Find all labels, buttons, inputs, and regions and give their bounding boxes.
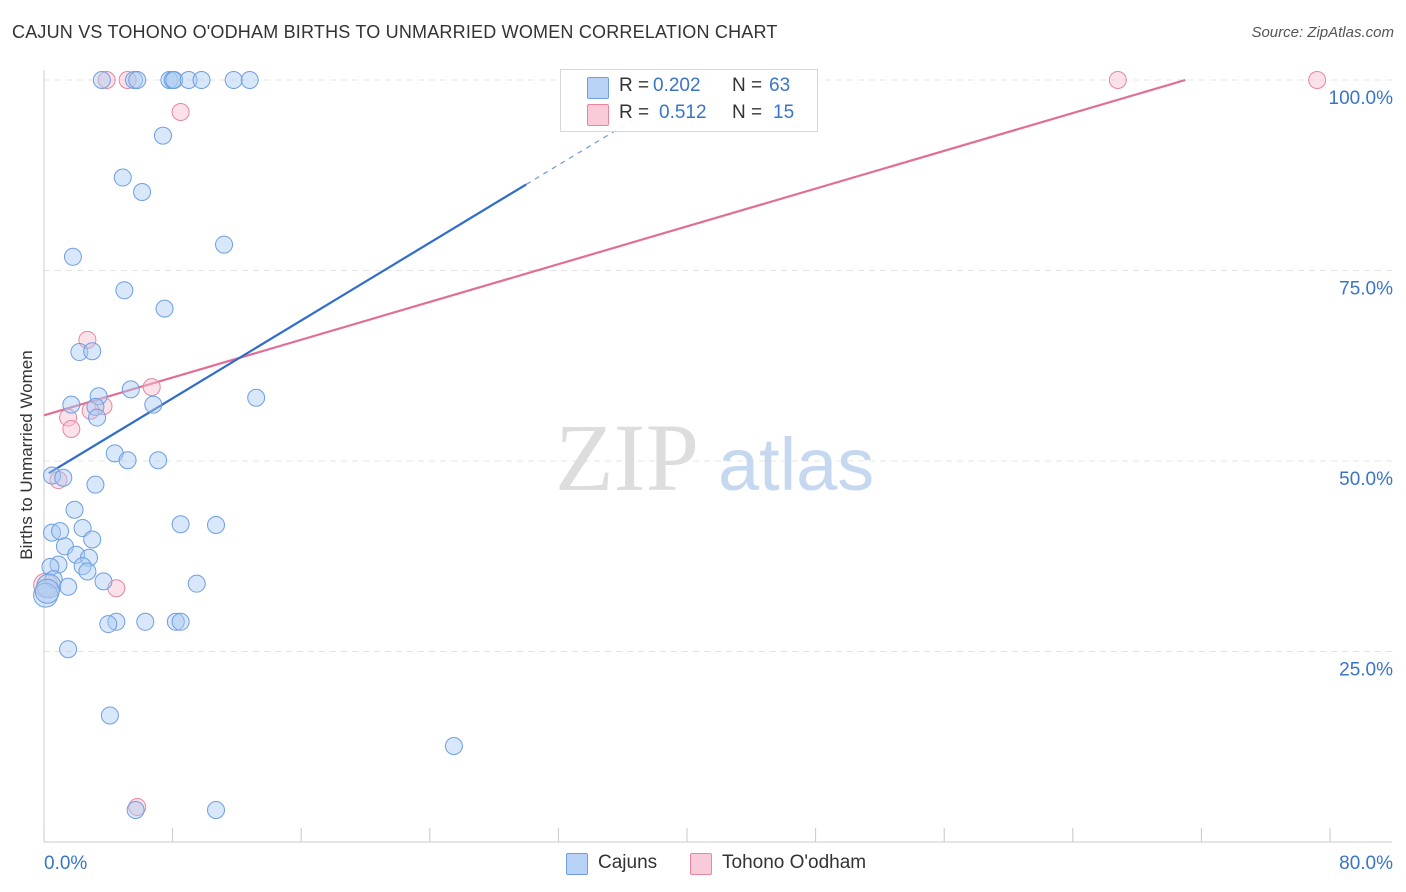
- y-tick-label: 25.0%: [1339, 660, 1393, 681]
- tohono-point: [128, 797, 147, 816]
- stats-legend: R = 0.202 N = 63 R = 0.512 N = 15: [560, 69, 818, 132]
- watermark-atlas: atlas: [718, 423, 874, 506]
- tohono-point: [142, 378, 161, 397]
- cajun-point: [187, 574, 206, 593]
- tohono-point: [171, 103, 190, 122]
- cajun-n-value: 63: [769, 75, 791, 96]
- cajun-point: [51, 522, 70, 541]
- cajun-point: [179, 71, 198, 89]
- cajun-point: [115, 281, 134, 300]
- watermark: ZIP atlas: [555, 404, 874, 511]
- cajun-point: [65, 500, 84, 519]
- tick-labels: 25.0% 50.0% 75.0% 100.0% 0.0% 80.0%: [44, 88, 1393, 874]
- cajun-point: [70, 343, 89, 362]
- tohono-swatch: [587, 104, 609, 126]
- cajun-point: [207, 516, 226, 535]
- n-label: N =: [732, 102, 763, 123]
- cajun-legend-label: Cajuns: [598, 852, 658, 873]
- cajun-point: [171, 612, 190, 631]
- axes: [43, 70, 1392, 843]
- cajun-point: [43, 466, 62, 485]
- watermark-zip: ZIP: [555, 404, 699, 511]
- cajun-point: [155, 299, 174, 318]
- tohono-point: [118, 71, 137, 89]
- cajun-point: [62, 395, 81, 414]
- cajun-point: [63, 247, 82, 266]
- cajun-point: [59, 640, 78, 659]
- x-tick-label-max: 80.0%: [1339, 853, 1393, 874]
- cajun-point: [247, 388, 266, 407]
- tohono-point: [1308, 71, 1327, 89]
- cajun-point: [100, 706, 119, 725]
- n-label: N =: [732, 75, 763, 96]
- tohono-legend-swatch: [690, 853, 712, 875]
- cajun-point: [149, 451, 168, 470]
- cajun-point: [83, 342, 102, 361]
- cajun-point: [128, 71, 147, 89]
- cajun-point: [444, 736, 463, 755]
- tohono-n-value: 15: [773, 102, 795, 123]
- cajun-point: [240, 71, 259, 89]
- source-credit: Source: ZipAtlas.com: [1251, 24, 1394, 41]
- cajun-point: [113, 168, 132, 187]
- tohono-legend-label: Tohono O'odham: [722, 852, 867, 873]
- tohono-point: [1108, 71, 1127, 89]
- cajun-point: [207, 800, 226, 819]
- cajun-point: [215, 235, 234, 254]
- cajun-point: [121, 380, 140, 399]
- cajun-point: [144, 395, 163, 414]
- cajun-trend-extension: [525, 116, 640, 185]
- cajun-point: [94, 572, 113, 591]
- tohono-trend-line: [43, 78, 1186, 417]
- chart-title: CAJUN VS TOHONO O'ODHAM BIRTHS TO UNMARR…: [12, 22, 778, 42]
- cajun-point: [59, 577, 78, 596]
- cajun-point: [86, 475, 105, 494]
- tohono-point: [97, 71, 116, 89]
- cajun-point: [166, 612, 185, 631]
- cajun-point: [99, 615, 118, 634]
- y-tick-label: 50.0%: [1339, 469, 1393, 490]
- cajun-point: [133, 183, 152, 202]
- y-tick-label: 75.0%: [1339, 279, 1393, 300]
- y-tick-label: 100.0%: [1329, 88, 1394, 109]
- r-label: R =: [619, 102, 650, 123]
- gridlines: [44, 79, 1392, 652]
- cajun-point: [54, 468, 73, 487]
- cajun-legend-swatch: [566, 853, 588, 875]
- tohono-r-value: 0.512: [659, 102, 707, 123]
- cajun-point: [88, 408, 107, 427]
- cajun-point: [118, 451, 137, 470]
- cajun-trend-line: [48, 183, 527, 475]
- cajun-point: [126, 800, 145, 819]
- cajun-point: [89, 387, 108, 406]
- data-points: [33, 71, 1327, 819]
- cajun-point: [136, 612, 155, 631]
- tohono-point: [49, 471, 68, 490]
- r-label: R =: [619, 75, 650, 96]
- cajun-r-value: 0.202: [653, 75, 701, 96]
- cajun-point: [83, 530, 102, 549]
- cajun-point: [34, 578, 60, 604]
- cajun-point: [153, 126, 172, 145]
- cajun-point: [165, 71, 184, 89]
- cajun-point: [171, 515, 190, 534]
- x-tick-label-min: 0.0%: [44, 853, 87, 874]
- cajun-point: [78, 562, 97, 581]
- tohono-point: [62, 419, 81, 438]
- cajun-point: [92, 71, 111, 89]
- cajun-point: [224, 71, 243, 89]
- trend-lines: [43, 78, 1186, 475]
- cajun-point: [73, 557, 92, 576]
- cajun-swatch: [587, 77, 609, 99]
- cajun-point: [192, 71, 211, 89]
